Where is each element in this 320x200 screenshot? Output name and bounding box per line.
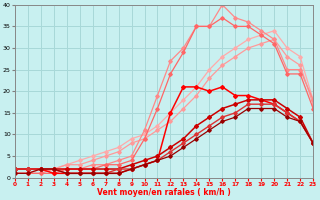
X-axis label: Vent moyen/en rafales ( km/h ): Vent moyen/en rafales ( km/h ) bbox=[97, 188, 231, 197]
